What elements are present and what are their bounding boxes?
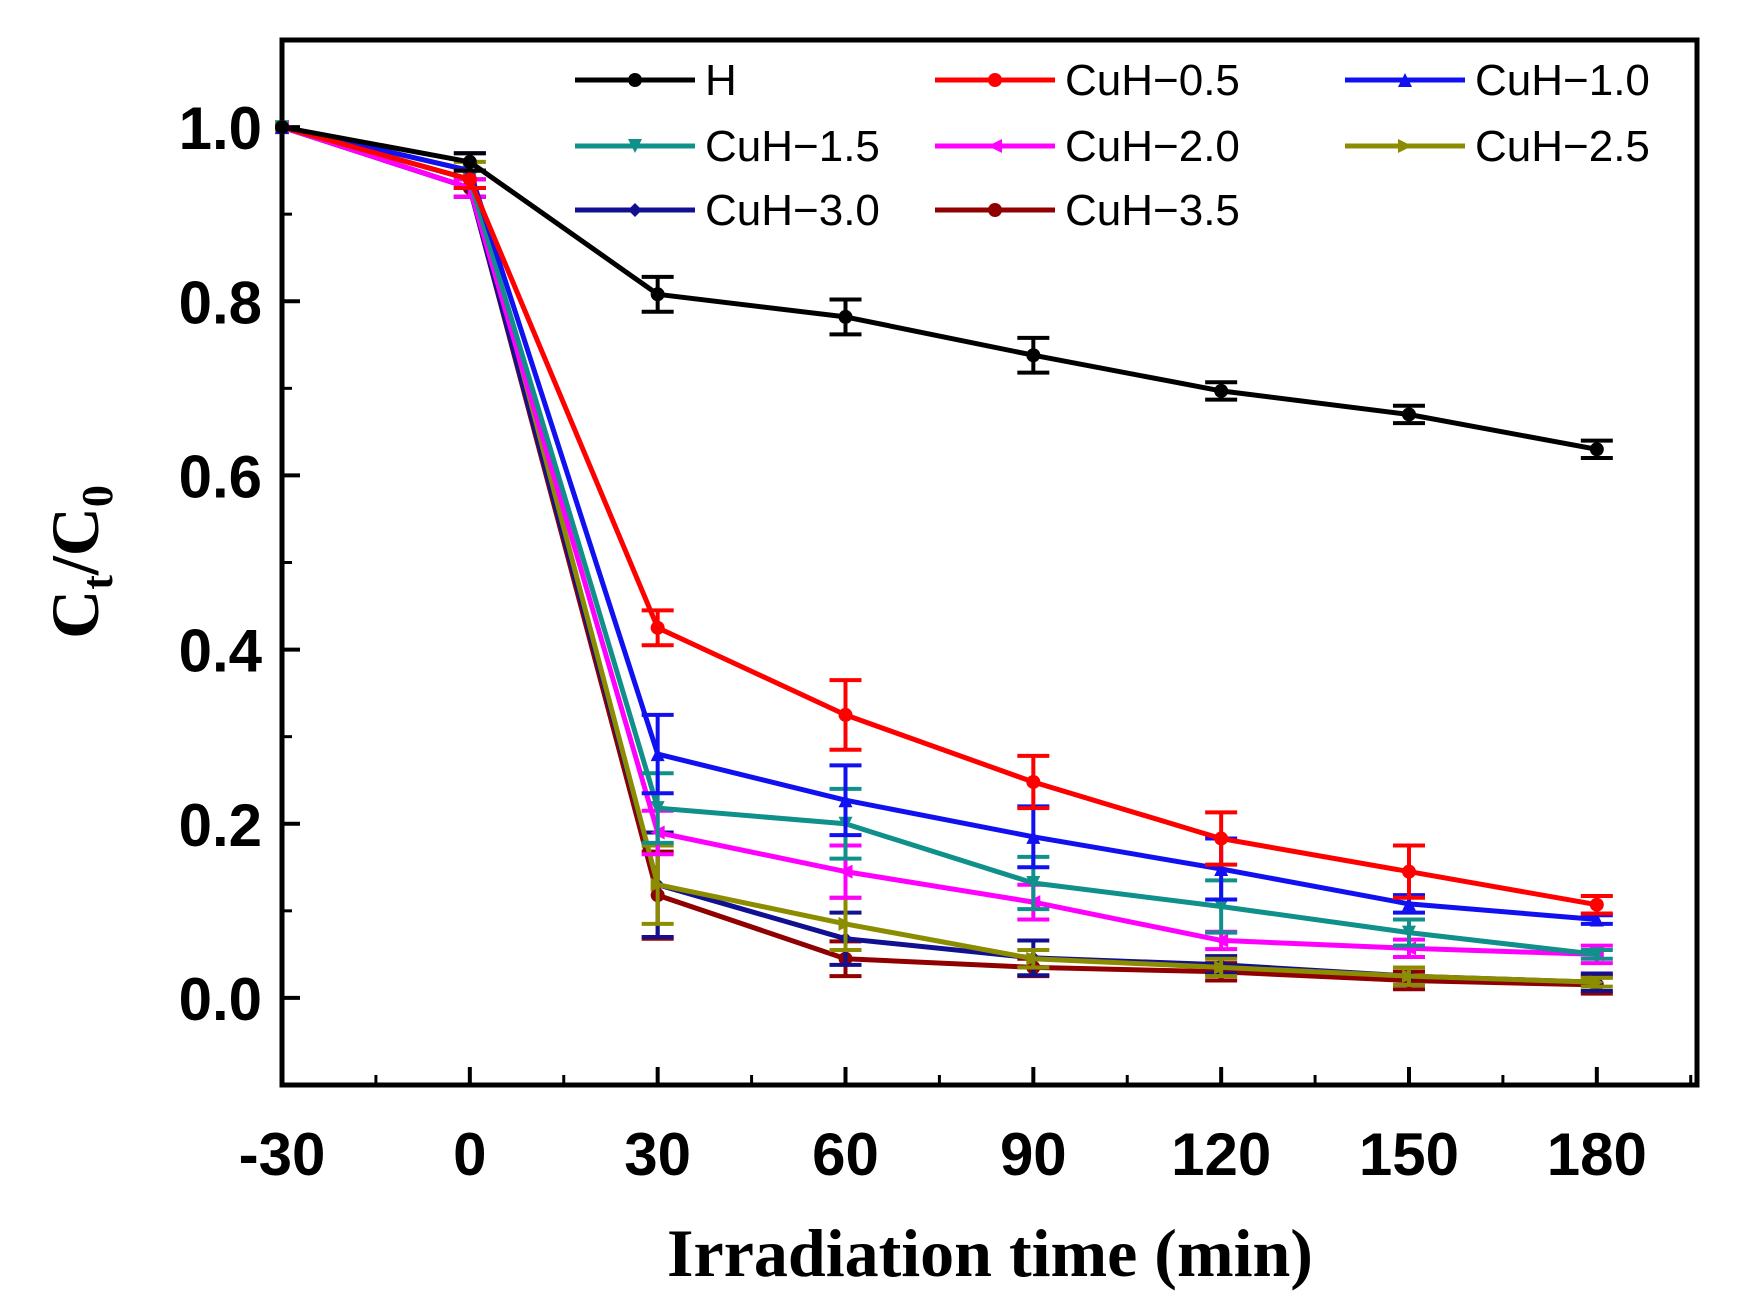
series-cuh-2-5 — [275, 120, 1613, 990]
series-line — [281, 124, 1598, 922]
y-axis-title-sub-t: t — [73, 575, 122, 590]
data-point — [1401, 969, 1416, 984]
svg-text:Ct/C0: Ct/C0 — [37, 485, 122, 639]
legend-item: CuH−0.5 — [935, 56, 1240, 105]
data-point — [650, 620, 665, 635]
data-point — [838, 793, 853, 808]
series-cuh-3-5 — [275, 120, 1613, 996]
y-axis-title-slash: / — [37, 555, 113, 576]
x-tick-label: 0 — [453, 1121, 486, 1188]
axis-ticks: -30 0 30 60 90 120 150 180 0.0 0.2 0.4 0.6 0.8 1.0 — [179, 38, 1693, 1188]
legend-label: CuH−1.5 — [705, 122, 880, 171]
x-tick-label: 90 — [1000, 1121, 1067, 1188]
series-h — [275, 120, 1613, 460]
x-axis-title: Irradiation time (min) — [667, 1215, 1313, 1291]
series-cuh-2-0 — [275, 120, 1613, 966]
legend-marker — [628, 203, 642, 217]
legend-label: CuH−2.5 — [1475, 122, 1650, 171]
series-cuh-1-5 — [275, 120, 1613, 962]
x-tick-label: 60 — [812, 1121, 879, 1188]
x-tick-label: -30 — [239, 1121, 326, 1188]
legend-label: CuH−2.0 — [1065, 122, 1240, 171]
y-tick-label: 0.4 — [179, 618, 263, 685]
data-point — [650, 747, 665, 762]
series-cuh-1-0 — [275, 120, 1613, 927]
data-point — [1026, 875, 1041, 890]
legend-marker — [628, 139, 642, 153]
legend-item: CuH−1.0 — [1345, 56, 1650, 105]
legend-item: CuH−3.0 — [575, 186, 880, 235]
legend-marker — [1398, 139, 1412, 153]
legend-label: CuH−0.5 — [1065, 56, 1240, 105]
data-point — [650, 877, 665, 892]
data-point — [1214, 831, 1229, 846]
legend: H CuH−0.5 CuH−1.0 CuH−1.5 CuH−2.0 CuH−2.5 CuH−… — [575, 56, 1650, 235]
data-point — [1026, 348, 1041, 363]
data-point — [838, 707, 853, 722]
data-point — [1214, 899, 1229, 914]
y-axis-title-main-2: C — [37, 507, 113, 556]
data-point — [1026, 829, 1041, 844]
series-line — [281, 124, 1597, 957]
series-line — [281, 124, 1598, 452]
y-tick-label: 0.6 — [179, 443, 262, 510]
data-point — [462, 154, 477, 169]
data-point — [1401, 864, 1416, 879]
x-tick-label: 30 — [624, 1121, 691, 1188]
series-line — [281, 124, 1597, 988]
data-point — [1214, 960, 1229, 975]
y-axis-title: Ct/C0 — [37, 485, 122, 639]
data-point — [650, 287, 665, 302]
legend-marker — [628, 73, 642, 87]
y-tick-label: 0.2 — [179, 792, 262, 859]
data-point — [1589, 975, 1604, 990]
legend-label: H — [705, 56, 737, 105]
data-point — [275, 120, 289, 135]
x-tick-label: 120 — [1171, 1121, 1271, 1188]
y-tick-label: 0.0 — [179, 966, 262, 1033]
legend-label: CuH−3.5 — [1065, 186, 1240, 235]
series-layer — [275, 120, 1613, 996]
legend-item: CuH−2.0 — [935, 122, 1240, 171]
legend-label: CuH−1.0 — [1475, 56, 1650, 105]
series-cuh-0-5 — [275, 120, 1613, 916]
legend-label: CuH−3.0 — [705, 186, 880, 235]
y-axis-title-main: C — [37, 590, 113, 639]
legend-marker — [1398, 73, 1412, 87]
data-point — [1401, 925, 1416, 940]
x-tick-label: 180 — [1547, 1121, 1647, 1188]
legend-item: CuH−3.5 — [935, 186, 1240, 235]
data-point — [1214, 383, 1229, 398]
data-point — [838, 864, 853, 879]
legend-marker — [988, 73, 1002, 87]
y-axis-title-sub-0: 0 — [73, 485, 122, 507]
x-tick-label: 150 — [1359, 1121, 1459, 1188]
legend-marker — [988, 203, 1002, 217]
data-point — [1214, 862, 1229, 877]
data-point — [838, 916, 853, 931]
legend-item: CuH−1.5 — [575, 122, 880, 171]
data-point — [1589, 912, 1604, 927]
legend-item: H — [575, 56, 737, 105]
data-point — [1589, 897, 1604, 912]
data-point — [1589, 947, 1604, 962]
data-point — [1589, 442, 1604, 457]
data-point — [838, 309, 853, 324]
data-point — [1401, 407, 1416, 422]
data-point — [650, 801, 665, 816]
data-point — [1401, 896, 1416, 911]
data-point — [1026, 774, 1041, 789]
series-line — [281, 124, 1598, 957]
series-line — [281, 124, 1598, 908]
y-tick-label: 1.0 — [179, 95, 262, 162]
y-tick-label: 0.8 — [179, 269, 262, 336]
plot-frame — [279, 37, 1700, 1088]
data-point — [462, 172, 477, 187]
data-point — [1026, 951, 1041, 966]
legend-marker — [988, 139, 1002, 153]
legend-item: CuH−2.5 — [1345, 122, 1650, 171]
series-cuh-3-0 — [275, 120, 1613, 993]
data-point — [1214, 933, 1229, 948]
